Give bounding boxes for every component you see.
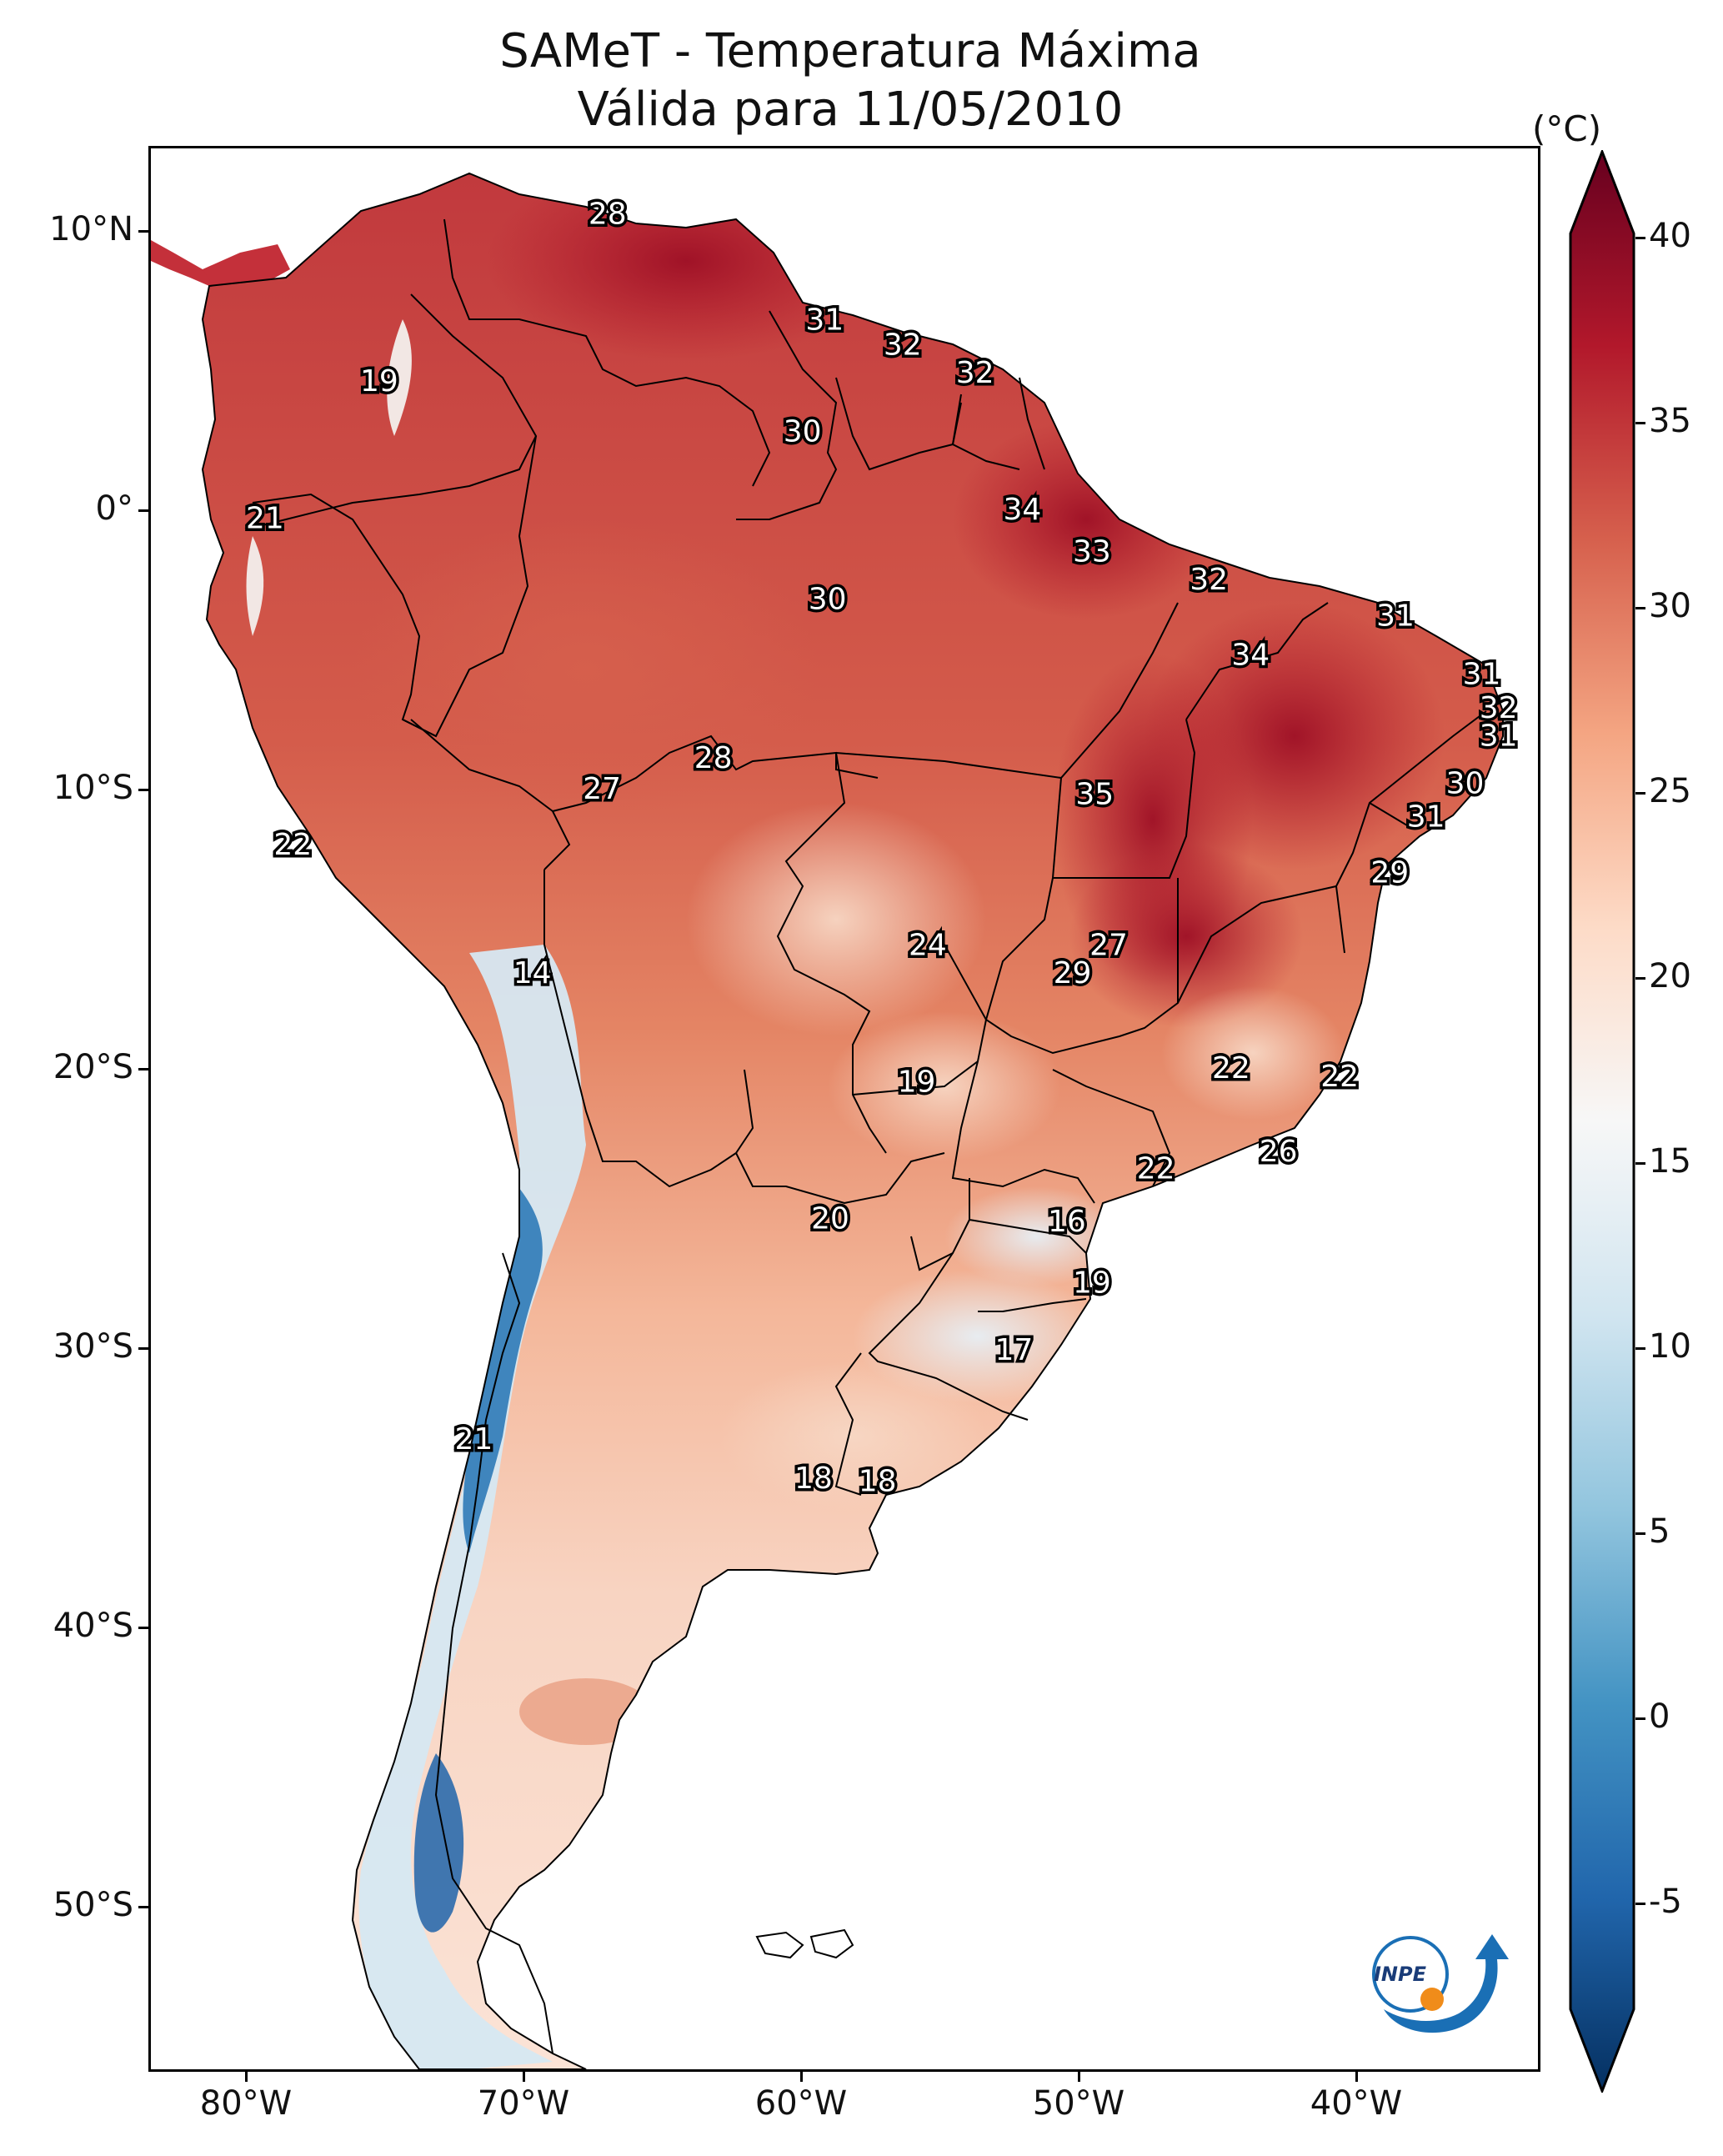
contour-label: 32: [956, 356, 994, 390]
lon-tick: [1078, 2072, 1080, 2082]
map-title: SAMeT - Temperatura Máxima: [499, 24, 1201, 78]
contour-label: 30: [809, 582, 847, 616]
contour-label: 30: [784, 415, 822, 449]
colorbar-tick-20: 20: [1649, 957, 1691, 995]
contour-label: 21: [246, 501, 284, 535]
isthmus-land: [203, 244, 290, 294]
contour-label: 34: [1003, 493, 1041, 527]
contour-label: 32: [1480, 691, 1518, 725]
lat-tick: [138, 1627, 148, 1629]
colorbar-tick-15: 15: [1649, 1142, 1691, 1181]
lon-label-60w: 60°W: [754, 2084, 848, 2123]
lon-tick: [245, 2072, 248, 2082]
lat-label-40s: 40°S: [53, 1607, 133, 1645]
contour-label: 31: [1376, 599, 1415, 633]
contour-label: 35: [1075, 778, 1114, 812]
colorbar-tick-mark: [1635, 237, 1645, 239]
contour-label: 20: [811, 1202, 849, 1236]
colorbar-tick-25: 25: [1649, 772, 1691, 810]
map-panel: 28 19 31 32 32 30 34 21 33 30 32 31 34 31 32 31 30 31 28 27…: [148, 146, 1540, 2072]
lat-label-10n: 10°N: [49, 210, 133, 248]
lat-tick: [138, 509, 148, 512]
contour-label: 16: [1048, 1205, 1086, 1239]
contour-label: 22: [273, 828, 312, 862]
contour-label: 34: [1231, 638, 1270, 672]
contour-label: 28: [589, 197, 627, 231]
contour-label: 14: [513, 956, 552, 990]
contour-label: 32: [1190, 563, 1228, 597]
contour-label: 27: [583, 772, 621, 806]
colorbar-tick-mark: [1635, 1717, 1645, 1720]
colorbar-tick-40: 40: [1649, 217, 1691, 255]
colorbar: [1569, 150, 1635, 2093]
colorbar-tick-mark: [1635, 1162, 1645, 1165]
contour-label: 27: [1089, 929, 1128, 963]
inpe-logo: INPE: [1372, 1934, 1509, 2033]
contour-label: 22: [1212, 1051, 1250, 1086]
contour-label: 22: [1320, 1060, 1359, 1094]
colorbar-tick-mark: [1635, 1347, 1645, 1350]
contour-label: 26: [1260, 1135, 1298, 1169]
colorbar-tick-mark: [1635, 1532, 1645, 1535]
lon-label-50w: 50°W: [1032, 2084, 1125, 2123]
contour-label: 19: [1073, 1266, 1111, 1301]
lat-label-30s: 30°S: [53, 1327, 133, 1366]
colorbar-gradient: [1569, 150, 1635, 2093]
lon-label-70w: 70°W: [477, 2084, 570, 2123]
lat-tick: [138, 1068, 148, 1070]
contour-label: 31: [805, 303, 844, 338]
contour-label: 29: [1370, 855, 1409, 890]
lat-label-20s: 20°S: [53, 1048, 133, 1086]
contour-label: 30: [1446, 766, 1485, 800]
contour-label: 24: [909, 929, 947, 963]
colorbar-tick-mark: [1635, 792, 1645, 795]
contour-label: 21: [454, 1422, 493, 1457]
lon-label-80w: 80°W: [199, 2084, 293, 2123]
contour-label: 19: [898, 1065, 936, 1100]
lon-tick: [523, 2072, 525, 2082]
contour-label: 33: [1073, 534, 1111, 569]
lat-tick: [138, 1906, 148, 1908]
logo-dot: [1420, 1988, 1444, 2011]
contour-label: 19: [360, 364, 398, 399]
colorbar-tick-35: 35: [1649, 402, 1691, 440]
colorbar-tick-5: 5: [1649, 1512, 1670, 1551]
contour-labels: 2819313232303421333032313431323130312827…: [243, 194, 1520, 1502]
colorbar-tick-mark: [1635, 422, 1645, 424]
lon-tick: [800, 2072, 803, 2082]
map-canvas: 2819313232303421333032313431323130312827…: [151, 173, 1520, 2069]
colorbar-unit: (°C): [1532, 108, 1602, 149]
contour-label: 31: [1407, 800, 1445, 835]
falkland-islands: [755, 1928, 854, 1959]
contour-label: 18: [859, 1464, 897, 1498]
contour-label: 28: [694, 741, 733, 775]
contour-label: 29: [1054, 956, 1092, 990]
lat-tick: [138, 1347, 148, 1350]
colorbar-tick-0: 0: [1649, 1697, 1670, 1736]
lat-label-50s: 50°S: [53, 1886, 133, 1924]
colorbar-tick-mark: [1635, 977, 1645, 980]
lat-label-0: 0°: [95, 489, 133, 528]
colorbar-tick-minus5: -5: [1649, 1883, 1682, 1921]
contour-label: 18: [794, 1462, 833, 1496]
lon-label-40w: 40°W: [1310, 2084, 1403, 2123]
colorbar-tick-10: 10: [1649, 1327, 1691, 1366]
logo-text: INPE: [1374, 1963, 1427, 1986]
contour-label: 31: [1480, 719, 1518, 753]
contour-label: 32: [884, 328, 922, 363]
contour-label: 22: [1137, 1151, 1175, 1186]
country-borders: [202, 173, 1504, 2069]
lat-tick: [138, 230, 148, 233]
colorbar-tick-30: 30: [1649, 587, 1691, 625]
contour-label: 31: [1463, 658, 1501, 692]
colorbar-tick-mark: [1635, 607, 1645, 609]
map-subtitle: Válida para 11/05/2010: [577, 83, 1124, 137]
lat-label-10s: 10°S: [53, 769, 133, 807]
contour-label: 17: [994, 1333, 1033, 1367]
logo-arrow: [1384, 1934, 1509, 2033]
colorbar-tick-mark: [1635, 1903, 1645, 1905]
lon-tick: [1355, 2072, 1358, 2082]
logo-orbit: [1372, 1936, 1449, 2013]
lat-tick: [138, 789, 148, 791]
